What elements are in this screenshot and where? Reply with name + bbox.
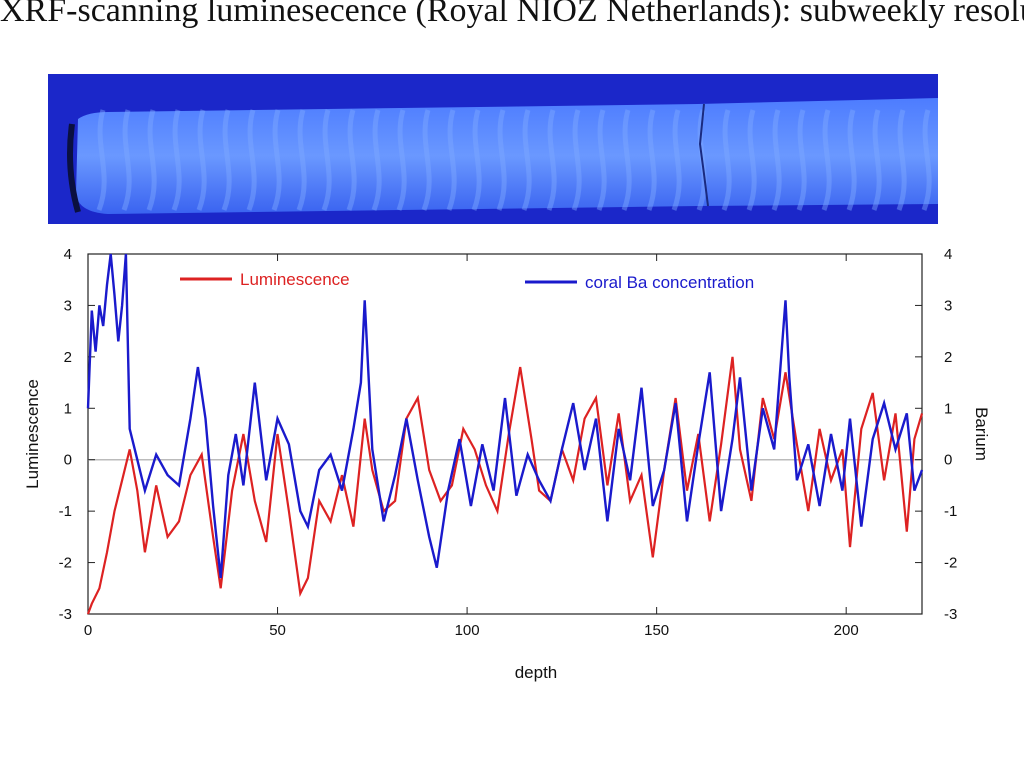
y2-tick-label: -1 bbox=[944, 503, 957, 520]
y2-tick-label: -3 bbox=[944, 606, 957, 623]
core-growth-band bbox=[396, 109, 407, 211]
y-tick-label: 3 bbox=[64, 297, 72, 314]
core-growth-band bbox=[621, 109, 632, 211]
plot-frame bbox=[87, 253, 923, 615]
core-growth-band bbox=[171, 109, 182, 211]
y-tick-label: 4 bbox=[64, 246, 72, 263]
legend-label-barium: coral Ba concentration bbox=[585, 273, 754, 292]
core-growth-band bbox=[671, 109, 682, 211]
core-growth-band bbox=[146, 109, 157, 211]
y2-tick-label: 0 bbox=[944, 452, 952, 469]
core-growth-band bbox=[246, 109, 257, 211]
legend-label-luminescence: Luminescence bbox=[240, 270, 350, 289]
y2-axis-ticks: -3 -2 -1 0 1 2 3 4 bbox=[915, 246, 957, 623]
core-crack bbox=[698, 103, 709, 207]
core-growth-band bbox=[221, 109, 232, 211]
core-growth-band bbox=[721, 109, 732, 211]
y-tick-label: 2 bbox=[64, 349, 72, 366]
core-growth-band bbox=[546, 109, 557, 211]
core-growth-band bbox=[121, 109, 132, 211]
core-growth-band bbox=[346, 109, 357, 211]
y-tick-label: -1 bbox=[59, 503, 72, 520]
y-tick-label: -3 bbox=[59, 606, 72, 623]
x-tick-label: 0 bbox=[84, 622, 92, 639]
y2-tick-label: 3 bbox=[944, 297, 952, 314]
x-tick-label: 150 bbox=[644, 622, 669, 639]
coral-core-slab bbox=[76, 98, 938, 214]
y-axis-title: Luminescence bbox=[23, 379, 42, 489]
core-growth-band bbox=[271, 109, 282, 211]
core-growth-band bbox=[646, 109, 657, 211]
y-axis-ticks: -3 -2 -1 0 1 2 3 4 bbox=[59, 246, 95, 623]
series-line-barium bbox=[86, 253, 924, 579]
y-tick-label: 1 bbox=[64, 400, 72, 417]
series-line-luminescence bbox=[86, 356, 924, 615]
core-growth-band bbox=[496, 109, 507, 211]
x-tick-label: 50 bbox=[269, 622, 286, 639]
core-growth-band bbox=[871, 109, 882, 211]
y-tick-label: -2 bbox=[59, 555, 72, 572]
x-axis-title: depth bbox=[515, 663, 558, 682]
y2-axis-title: Barium bbox=[972, 407, 991, 461]
x-tick-label: 100 bbox=[455, 622, 480, 639]
core-growth-band bbox=[896, 109, 907, 211]
core-growth-band bbox=[796, 109, 807, 211]
core-edge-shadow bbox=[67, 123, 81, 213]
core-growth-band bbox=[921, 109, 932, 211]
x-axis-ticks: 0 50 100 150 200 bbox=[84, 254, 859, 639]
core-growth-band bbox=[596, 109, 607, 211]
y2-tick-label: 1 bbox=[944, 400, 952, 417]
core-growth-band bbox=[471, 109, 482, 211]
core-growth-band bbox=[746, 109, 757, 211]
core-growth-band bbox=[571, 109, 582, 211]
legend: Luminescence coral Ba concentration bbox=[180, 270, 754, 292]
core-growth-band bbox=[196, 109, 207, 211]
y2-tick-label: -2 bbox=[944, 555, 957, 572]
y2-tick-label: 2 bbox=[944, 349, 952, 366]
x-tick-label: 200 bbox=[834, 622, 859, 639]
core-growth-band bbox=[321, 109, 332, 211]
core-growth-band bbox=[421, 109, 432, 211]
y2-tick-label: 4 bbox=[944, 246, 952, 263]
core-growth-band bbox=[96, 109, 107, 211]
core-growth-band bbox=[846, 109, 857, 211]
coral-core-photo bbox=[48, 74, 938, 224]
slide-title: XRF-scanning luminesecence (Royal NIOZ N… bbox=[0, 0, 1024, 29]
depth-profile-chart: 0 50 100 150 200 -3 -2 -1 0 1 2 3 4 -3 -2 -1 0 1 2 3 4 Lum… bbox=[23, 246, 991, 682]
core-growth-band bbox=[821, 109, 832, 211]
core-growth-band bbox=[446, 109, 457, 211]
core-growth-band bbox=[296, 109, 307, 211]
core-growth-bands bbox=[96, 109, 932, 211]
core-growth-band bbox=[771, 109, 782, 211]
y-tick-label: 0 bbox=[64, 452, 72, 469]
core-growth-band bbox=[521, 109, 532, 211]
core-growth-band bbox=[371, 109, 382, 211]
